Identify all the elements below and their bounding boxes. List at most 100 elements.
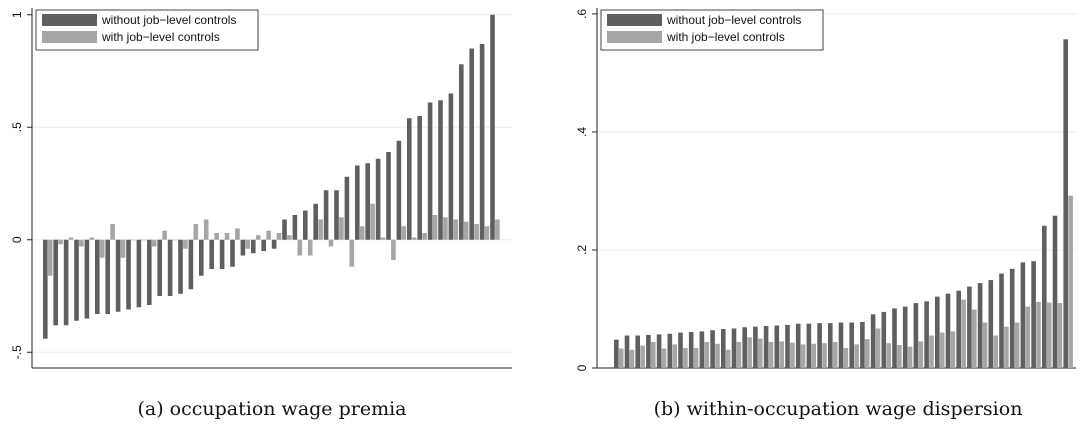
a-bar-series1 [188, 239, 194, 290]
b-bar-series2 [822, 343, 827, 368]
a-bar-series1 [199, 239, 204, 276]
b-bar-series1 [913, 303, 919, 368]
b-ytick-label: .4 [575, 127, 589, 137]
b-bar-series2 [683, 347, 688, 368]
a-bar-series2 [328, 239, 334, 247]
b-bar-series2 [693, 347, 699, 368]
b-bar-series2 [651, 342, 656, 368]
a-bar-series1 [396, 140, 402, 240]
a-bar-series2 [58, 239, 63, 245]
b-bar-series2 [758, 338, 763, 368]
a-bar-series2 [99, 239, 105, 258]
a-bar-series1 [355, 165, 360, 240]
a-bar-series2 [131, 239, 136, 241]
b-bar-series2 [1036, 301, 1041, 368]
a-bar-series1 [157, 239, 162, 296]
b-ytick-label: .2 [575, 245, 589, 255]
a-bar-series1 [303, 210, 308, 240]
b-bar-series1 [945, 293, 951, 368]
a-bar-series1 [427, 102, 433, 240]
b-bar-series2 [1004, 326, 1009, 368]
a-bar-series1 [417, 116, 422, 240]
a-bar-series2 [432, 215, 438, 240]
a-bar-series2 [443, 217, 448, 240]
b-bar-series1 [967, 286, 972, 368]
b-bar-series1 [999, 273, 1004, 368]
a-bar-series1 [313, 203, 318, 240]
b-bar-series1 [742, 327, 747, 368]
a-bar-series2 [151, 239, 157, 247]
a-bar-series2 [359, 226, 365, 240]
a-bar-series2 [89, 237, 95, 240]
b-bar-series2 [1057, 303, 1063, 368]
b-bar-series2 [747, 337, 752, 368]
a-bar-series1 [115, 239, 121, 312]
b-bar-series2 [982, 322, 988, 368]
b-bar-series2 [961, 299, 966, 368]
b-bar-series1 [1020, 262, 1026, 368]
a-bar-series2 [255, 235, 261, 240]
b-bar-series1 [1063, 39, 1068, 369]
b-bar-series1 [667, 333, 673, 368]
a-bar-series1 [292, 215, 298, 240]
b-bar-series1 [1052, 215, 1058, 368]
panel-a-chart: -.5 0 .5 1 without job−level controls with jo… [10, 8, 512, 369]
caption-a: (a) occupation wage premia [137, 398, 407, 420]
a-ytick-label: 0 [10, 236, 24, 243]
a-bar-series1 [178, 239, 183, 294]
a-bar-series1 [105, 239, 110, 314]
b-bar-series2 [939, 332, 945, 368]
a-bar-series2 [463, 221, 469, 240]
b-bar-series2 [897, 344, 902, 368]
a-bar-series2 [297, 239, 303, 256]
a-bar-series1 [53, 239, 58, 326]
a-bar-series2 [183, 239, 188, 249]
a-bar-series1 [438, 100, 443, 240]
b-bar-series2 [736, 342, 742, 368]
b-legend-label-2: with job−level controls [666, 30, 785, 44]
b-bar-series1 [710, 330, 715, 368]
a-bar-series1 [490, 14, 495, 240]
a-bar-series2 [370, 203, 375, 240]
b-bar-series2 [843, 347, 849, 368]
b-bar-series2 [790, 342, 795, 368]
a-bar-series2 [318, 219, 323, 240]
b-bar-series2 [618, 348, 624, 368]
a-bar-series2 [235, 228, 240, 240]
a-bar-series2 [162, 230, 167, 240]
b-bar-series1 [870, 314, 876, 368]
b-bar-series1 [753, 326, 758, 368]
b-bar-series1 [838, 322, 844, 368]
b-bar-series1 [678, 332, 683, 368]
b-legend-swatch-1 [607, 14, 662, 26]
a-ytick-label: .5 [10, 122, 24, 132]
b-bar-series2 [865, 339, 870, 368]
b-bar-series1 [817, 323, 822, 368]
b-legend-swatch-2 [607, 31, 662, 43]
b-bar-series2 [907, 346, 913, 368]
b-bar-series2 [993, 335, 998, 368]
a-bar-series2 [203, 219, 209, 240]
a-bar-series1 [365, 163, 370, 240]
a-bar-series2 [110, 224, 115, 240]
b-bar-series2 [854, 344, 859, 368]
b-bar-series1 [688, 332, 694, 368]
a-bar-series1 [63, 239, 69, 326]
b-bar-series2 [672, 344, 677, 368]
a-bar-series1 [261, 239, 266, 251]
b-bar-series2 [640, 345, 645, 368]
a-legend-swatch-2 [42, 31, 97, 43]
b-bar-series1 [614, 339, 619, 368]
a-bar-series2 [47, 239, 53, 276]
a-bar-series2 [141, 239, 147, 241]
a-bar-series2 [193, 224, 199, 240]
b-bar-series1 [1042, 225, 1047, 368]
b-bar-series1 [721, 329, 726, 368]
b-bar-series1 [977, 283, 983, 368]
b-bar-series1 [988, 280, 994, 368]
b-bar-series1 [785, 324, 790, 368]
a-bar-series1 [375, 158, 381, 240]
a-bar-series2 [401, 226, 407, 240]
a-bar-series2 [245, 239, 251, 249]
